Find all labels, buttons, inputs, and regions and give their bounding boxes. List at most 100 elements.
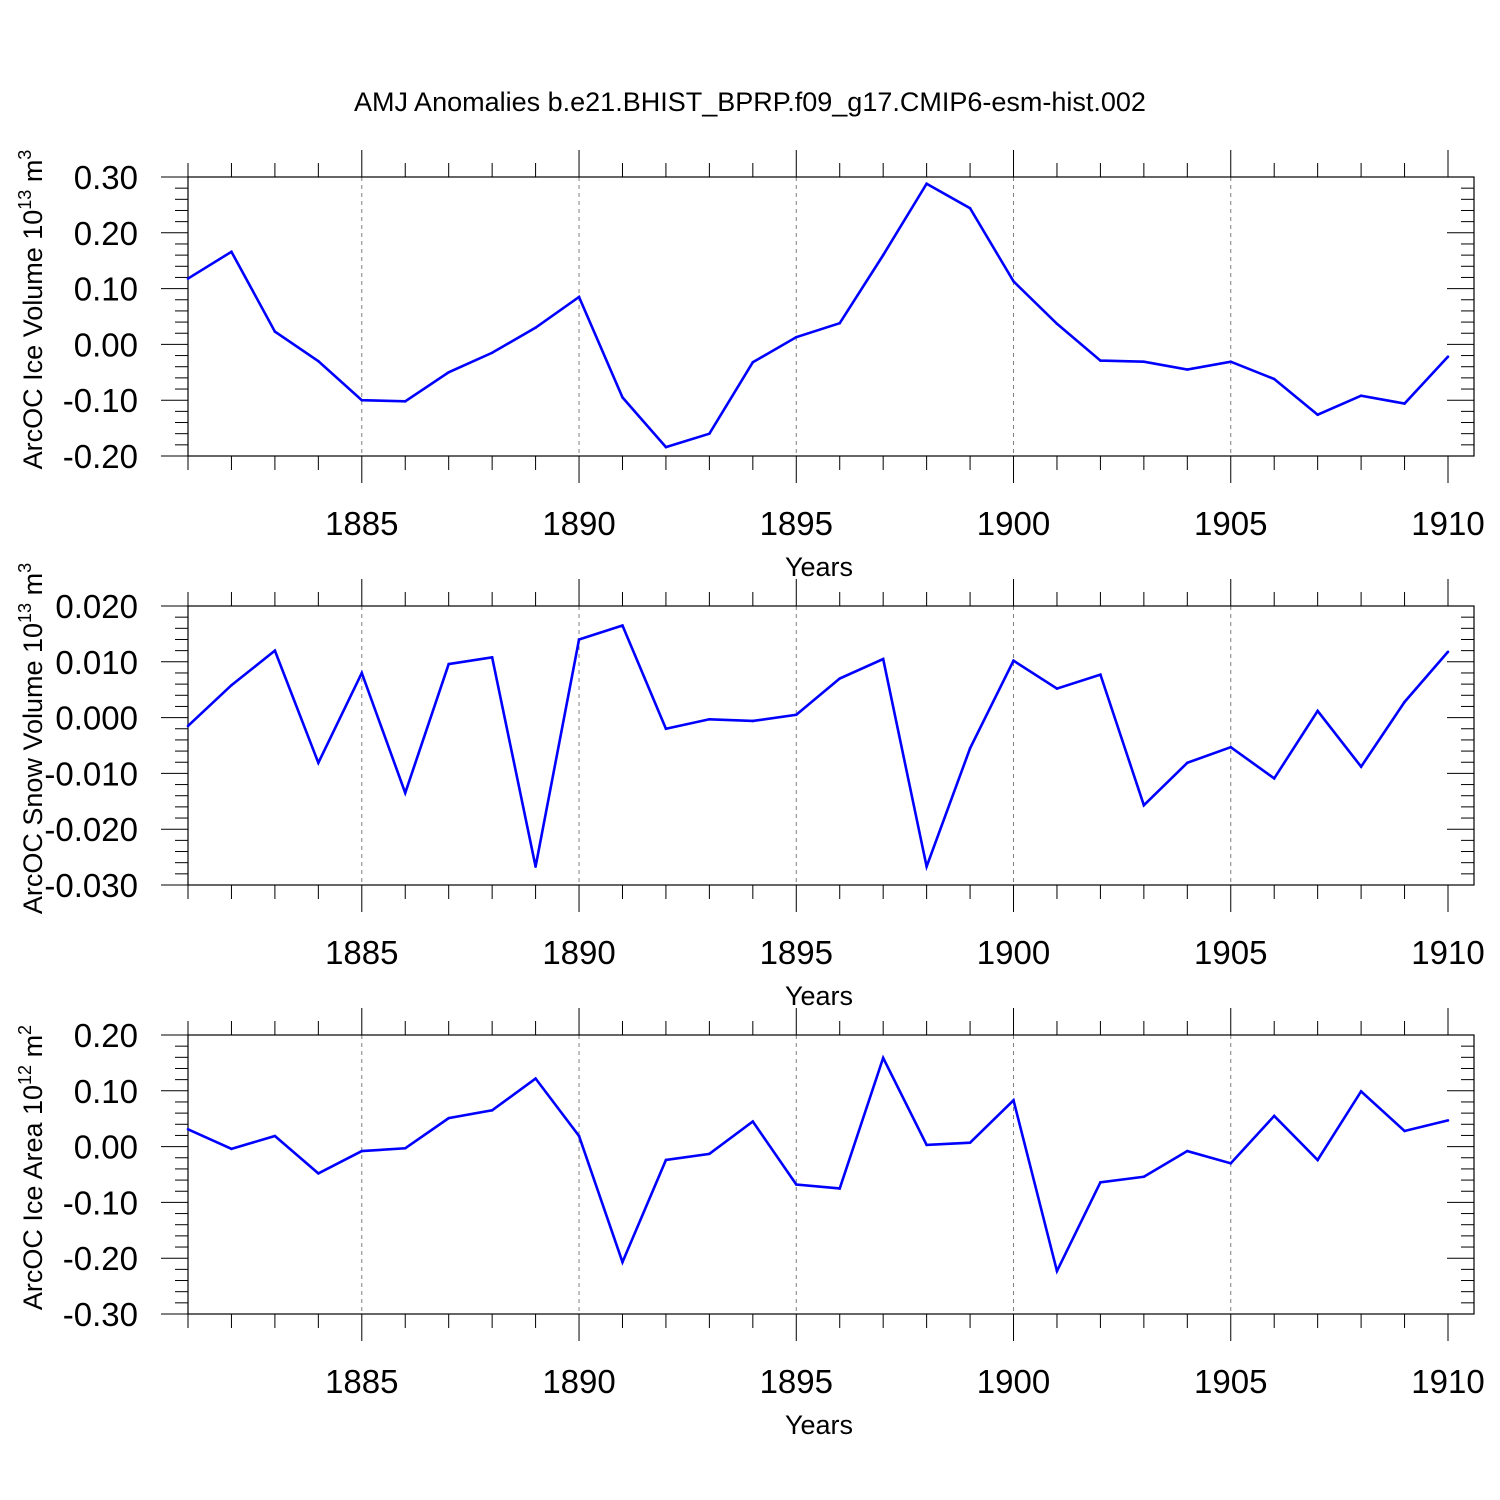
series-line — [187, 623, 1449, 872]
data-point — [925, 182, 928, 185]
data-point — [621, 1260, 624, 1264]
data-point — [230, 683, 233, 687]
data-point — [838, 1187, 842, 1190]
data-point — [794, 713, 798, 717]
data-point — [1403, 1129, 1406, 1133]
data-point — [1055, 687, 1059, 690]
data-point — [447, 1116, 450, 1120]
x-tick-label: 1895 — [760, 1363, 833, 1400]
data-point — [360, 671, 364, 675]
data-point — [1272, 1114, 1276, 1118]
data-point — [447, 662, 450, 666]
data-point — [664, 445, 668, 449]
data-point — [881, 657, 885, 661]
x-tick-label: 1905 — [1194, 505, 1267, 542]
data-point — [664, 1158, 668, 1162]
data-point — [621, 624, 624, 627]
data-point — [1055, 322, 1059, 326]
y-axis-label: ArcOC Snow Volume 1013 m3 — [15, 563, 48, 914]
data-point — [1142, 1175, 1146, 1179]
y-tick-label: 0.20 — [74, 1017, 138, 1054]
y-tick-label: 0.10 — [74, 271, 138, 308]
data-point — [1186, 761, 1189, 765]
data-point — [1316, 1158, 1319, 1162]
data-point — [751, 360, 755, 364]
data-point — [838, 677, 842, 680]
x-axis-label: Years — [785, 552, 853, 582]
y-tick-label: -0.020 — [44, 811, 138, 848]
x-axis-label: Years — [785, 981, 853, 1011]
data-point — [317, 1172, 320, 1175]
data-point — [447, 371, 450, 374]
data-point — [1272, 377, 1276, 381]
data-point — [577, 638, 581, 641]
data-point — [708, 717, 711, 721]
x-tick-label: 1900 — [977, 505, 1050, 542]
y-tick-label: 0.30 — [74, 159, 138, 196]
data-point — [534, 326, 537, 329]
x-tick-label: 1895 — [760, 505, 833, 542]
y-tick-label: 0.010 — [55, 644, 138, 681]
data-point — [1099, 359, 1102, 362]
data-point — [1099, 1181, 1102, 1184]
data-point — [360, 398, 364, 402]
y-tick-label: -0.30 — [63, 1296, 138, 1333]
y-tick-label: 0.20 — [74, 215, 138, 252]
data-point — [621, 396, 624, 399]
x-tick-label: 1910 — [1411, 1363, 1484, 1400]
plot-frame — [187, 605, 1475, 886]
data-point — [1403, 402, 1406, 405]
data-point — [1316, 413, 1319, 417]
data-point — [1359, 394, 1363, 398]
x-tick-label: 1895 — [760, 934, 833, 971]
x-tick-label: 1905 — [1194, 934, 1267, 971]
plot-frame — [187, 1034, 1475, 1315]
data-point — [490, 656, 494, 659]
data-point — [1359, 1090, 1363, 1093]
data-point — [186, 724, 190, 728]
data-point — [317, 761, 320, 765]
series-line — [187, 1054, 1449, 1275]
data-point — [230, 1147, 233, 1151]
x-tick-label: 1910 — [1411, 934, 1484, 971]
data-point — [1012, 280, 1015, 283]
data-point — [1446, 1119, 1450, 1122]
data-point — [534, 865, 537, 868]
data-point — [273, 330, 277, 333]
data-point — [403, 791, 407, 795]
data-point — [577, 295, 581, 299]
y-tick-label: 0.10 — [74, 1073, 138, 1110]
data-point — [534, 1077, 537, 1080]
data-point — [1403, 700, 1406, 704]
data-point — [1186, 1149, 1189, 1153]
data-point — [708, 432, 711, 435]
data-point — [273, 649, 277, 652]
data-point — [1142, 360, 1146, 363]
data-point — [1142, 803, 1146, 807]
data-point — [838, 321, 842, 325]
data-point — [1012, 659, 1015, 662]
x-tick-label: 1900 — [977, 1363, 1050, 1400]
y-tick-label: -0.10 — [63, 382, 138, 419]
data-point — [1359, 765, 1363, 769]
data-point — [1055, 1269, 1059, 1273]
data-point — [968, 206, 972, 210]
y-tick-label: -0.10 — [63, 1184, 138, 1221]
y-tick-label: -0.20 — [63, 438, 138, 475]
panel-3: -0.30 -0.20 -0.10 0.00 0.10 0.20 1885 1890 1895 1… — [15, 1008, 1485, 1440]
x-tick-label: 1890 — [542, 934, 615, 971]
data-point — [1446, 650, 1450, 654]
x-tick-label: 1885 — [325, 505, 398, 542]
data-point — [968, 746, 972, 750]
data-point — [925, 865, 928, 868]
data-point — [317, 359, 320, 363]
data-point — [1229, 360, 1233, 363]
x-tick-label: 1885 — [325, 934, 398, 971]
x-tick-label: 1890 — [542, 505, 615, 542]
data-point — [751, 719, 755, 723]
y-tick-label: -0.010 — [44, 755, 138, 792]
data-point — [1272, 777, 1276, 780]
y-tick-label: 0.00 — [74, 1129, 138, 1166]
data-point — [794, 335, 798, 339]
data-point — [403, 400, 407, 403]
